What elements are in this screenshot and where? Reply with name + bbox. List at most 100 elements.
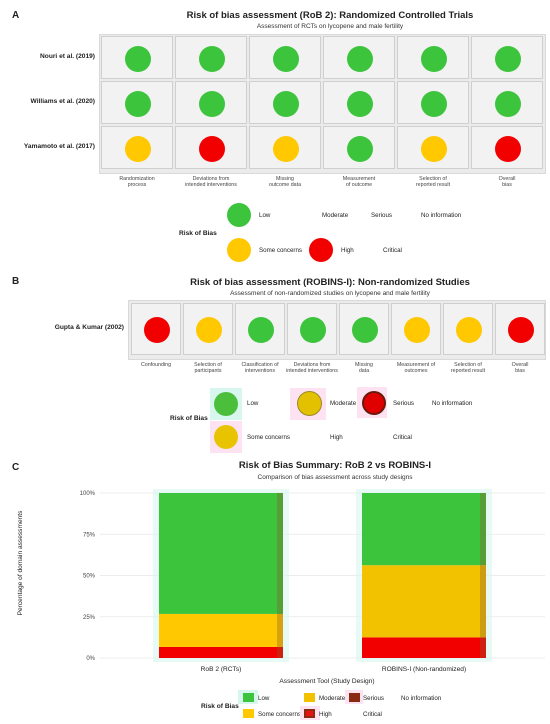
panel-a-legend-serious: Serious [371,212,392,219]
column-label: Measurement of outcome [322,176,396,188]
grid-cell [175,126,247,169]
row-label: Nouri et al. (2019) [40,53,95,60]
x-tick-label: ROBINS-I (Non-randomized) [382,666,466,673]
panel-c-legend-serious-swatch [349,693,360,702]
panel-b-legend-critical: Critical [393,434,412,441]
panel-c-legend-some-concerns: Some concerns [258,711,301,718]
column-label: Selection of reported result [396,176,470,188]
y-tick-label: 100% [80,491,96,497]
bar-segment-high [362,637,486,658]
panel-b-legend-moderate-swatch [297,391,322,416]
grid-cell [101,81,173,124]
judgement-dot-high [495,136,521,162]
bar-segment-moderate [362,565,486,637]
judgement-dot-low [421,91,447,117]
bar-segment-edge [480,565,486,637]
panel-b-legend-title: Risk of Bias [170,415,208,422]
grid-cell [397,126,469,169]
grid-cell [323,126,395,169]
panel-c-legend-no-information: No information [401,695,441,702]
chart-subtitle: Comparison of bias assessment across stu… [258,474,414,481]
judgement-dot-high [144,317,170,343]
judgement-dot-low [495,91,521,117]
judgement-dot-low [495,46,521,72]
grid-cell [443,303,493,355]
panel-c-legend-some-concerns-swatch [243,709,254,718]
panel-a-legend-low-swatch [227,203,251,227]
bar-segment-high [159,647,283,658]
panel-b-legend-some-concerns-swatch [214,425,238,449]
chart-y-ticks: 0% 25% 50% 75% 100% [80,491,96,662]
panel-a-legend-moderate: Moderate [322,212,348,219]
grid-cell [323,81,395,124]
chart-y-axis-label: Percentage of domain assessments [17,510,24,616]
column-label: Selection of reported result [442,362,494,374]
judgement-dot-some-concerns [273,136,299,162]
grid-cell [175,81,247,124]
grid-cell [471,81,543,124]
grid-cell [249,81,321,124]
panel-a-title: Risk of bias assessment (RoB 2): Randomi… [0,10,550,21]
column-label: Deviations from intended interventions [174,176,248,188]
column-label: Missing outcome data [248,176,322,188]
chart-x-axis-label: Assessment Tool (Study Design) [279,678,374,685]
judgement-dot-low [248,317,274,343]
panel-c-legend-high-swatch [304,709,315,718]
column-label: Confounding [130,362,182,368]
column-label: Overall bias [494,362,546,374]
judgement-dot-low [347,136,373,162]
grid-cell [339,303,389,355]
column-label: Classification of interventions [234,362,286,374]
panel-c-chart: Risk of Bias Summary: RoB 2 vs ROBINS-I … [0,458,550,724]
grid-cell [287,303,337,355]
panel-c-legend-low: Low [258,695,269,702]
bar-segment-low [159,493,283,614]
panel-a-legend-some-concerns-swatch [227,238,251,262]
chart-x-ticks: RoB 2 (RCTs) ROBINS-I (Non-randomized) [201,666,466,673]
panel-a-legend-high-swatch [309,238,333,262]
panel-a-legend-some-concerns: Some concerns [259,247,302,254]
y-tick-label: 75% [83,532,96,538]
judgement-dot-some-concerns [125,136,151,162]
panel-a-subtitle: Assessment of RCTs on lycopene and male … [0,23,550,30]
grid-cell [183,303,233,355]
panel-b-subtitle: Assessment of non-randomized studies on … [0,290,550,297]
judgement-dot-some-concerns [196,317,222,343]
bar-segment-low [362,493,486,565]
panel-c-legend-serious: Serious [363,695,384,702]
bar-segment-edge [480,637,486,658]
y-tick-label: 0% [86,656,95,662]
grid-cell [391,303,441,355]
judgement-dot-some-concerns [421,136,447,162]
bar-segment-some-concerns [159,614,283,647]
grid-cell [471,126,543,169]
panel-c-legend-high: High [319,711,332,718]
judgement-dot-low [352,317,378,343]
grid-cell [249,126,321,169]
judgement-dot-low [199,91,225,117]
panel-b-legend-serious: Serious [393,400,414,407]
judgement-dot-some-concerns [456,317,482,343]
judgement-dot-high [199,136,225,162]
panel-b-legend-low: Low [247,400,258,407]
judgement-dot-low [273,91,299,117]
panel-a-legend-low: Low [259,212,270,219]
grid-cell [235,303,285,355]
column-label: Overall bias [470,176,544,188]
y-tick-label: 25% [83,615,96,621]
grid-cell [397,81,469,124]
panel-c-legend-moderate-swatch [304,693,315,702]
judgement-dot-some-concerns [404,317,430,343]
panel-c-legend-critical: Critical [363,711,382,718]
judgement-dot-low [300,317,326,343]
panel-a-legend-critical: Critical [383,247,402,254]
grid-cell [471,36,543,79]
grid-cell [101,126,173,169]
row-label: Williams et al. (2020) [31,98,95,105]
column-label: Measurement of outcomes [390,362,442,374]
grid-cell [495,303,545,355]
judgement-dot-low [125,46,151,72]
panel-c-legend-low-swatch [243,693,254,702]
panel-a-legend-title: Risk of Bias [179,230,217,237]
panel-b-title: Risk of bias assessment (ROBINS-I): Non-… [0,277,550,288]
